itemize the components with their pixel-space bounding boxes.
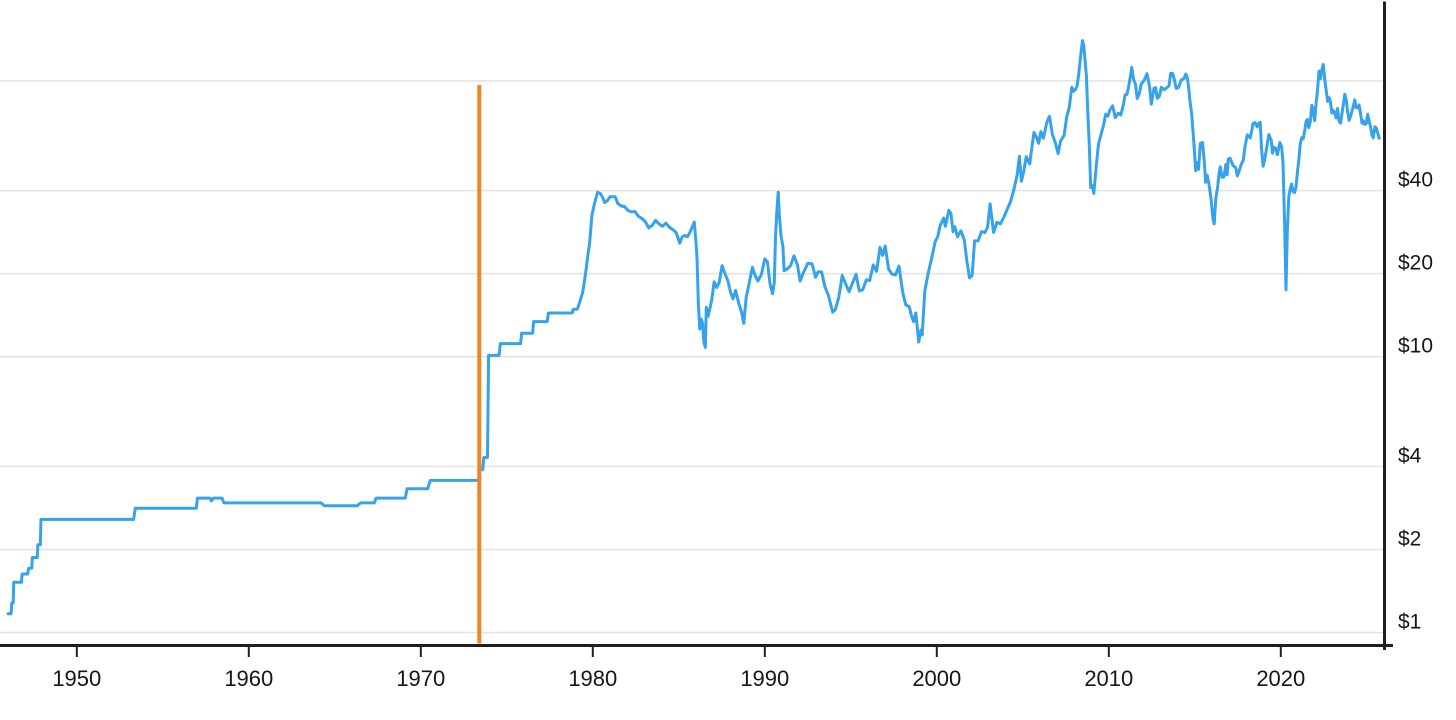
x-tick-label: 1990 xyxy=(740,666,789,691)
x-tick-label: 1970 xyxy=(396,666,445,691)
y-tick-label: $10 xyxy=(1398,335,1433,358)
x-tick-label: 2020 xyxy=(1256,666,1305,691)
x-tick-label: 1980 xyxy=(568,666,617,691)
y-tick-label: $20 xyxy=(1398,252,1433,275)
y-tick-label: $40 xyxy=(1398,169,1433,192)
y-tick-label: $4 xyxy=(1398,444,1422,467)
price-line xyxy=(6,39,1381,616)
x-tick-label: 1960 xyxy=(224,666,273,691)
x-tick-label: 2010 xyxy=(1084,666,1133,691)
x-tick-label: 1950 xyxy=(52,666,101,691)
y-tick-label: $1 xyxy=(1398,611,1421,634)
y-tick-label: $2 xyxy=(1398,527,1421,550)
x-tick-label: 2000 xyxy=(912,666,961,691)
